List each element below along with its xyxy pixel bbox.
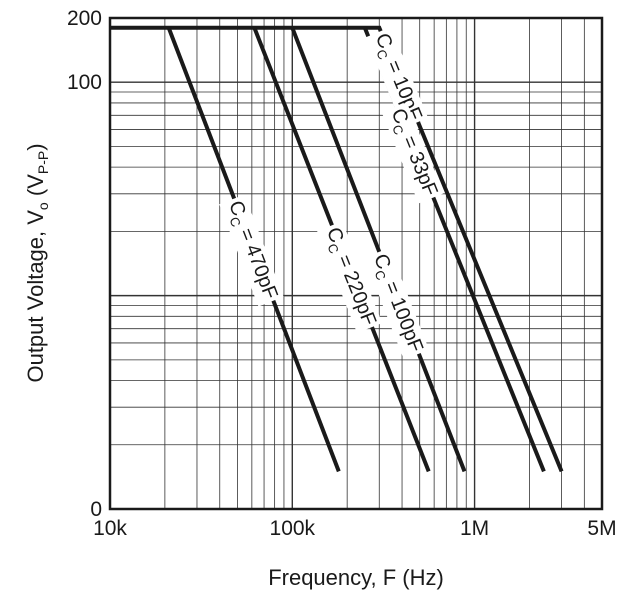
y-axis-label-paren-open: (V: [23, 174, 48, 202]
series-label-bg: [364, 247, 430, 360]
y-axis-label-paren-sub: P-P: [35, 151, 51, 174]
x-tick-label: 100k: [270, 517, 316, 540]
x-tick-label: 1M: [460, 517, 489, 540]
series-line-2: [290, 27, 467, 473]
y-tick-label: 100: [67, 71, 102, 94]
series-label-bg: [317, 221, 383, 333]
x-axis-label: Frequency, F (Hz): [268, 565, 444, 590]
series-label-bg: [365, 26, 429, 129]
y-tick-label: 200: [67, 7, 102, 30]
y-axis-label-sub: o: [35, 202, 51, 210]
y-axis-label-paren-close: ): [23, 143, 48, 150]
series-label-bg: [381, 102, 444, 204]
y-tick-label: 0: [90, 498, 102, 521]
series-label-bg: [219, 194, 284, 307]
plot-frame: [108, 16, 604, 511]
y-axis-label: Output Voltage, Vo (VP-P): [23, 143, 51, 382]
x-tick-label: 5M: [587, 517, 616, 540]
series-line-0: [110, 25, 564, 473]
y-axis-label-main: Output Voltage, V: [23, 210, 48, 383]
x-tick-label: 10k: [93, 517, 127, 540]
tick-labels: 10k 100k 1M 5M 0 100 200: [67, 7, 617, 540]
